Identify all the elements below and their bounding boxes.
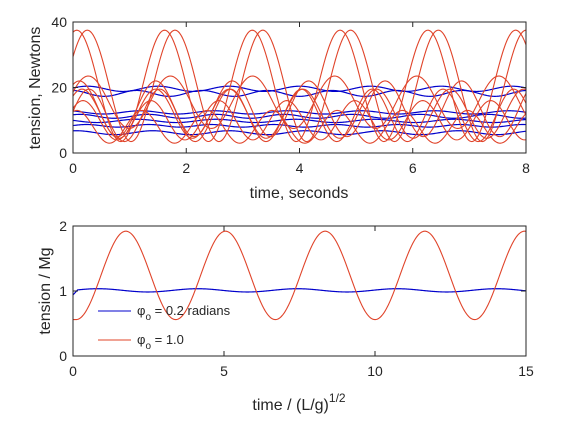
bottom-y-tick-label: 2 bbox=[59, 218, 67, 234]
top-series-blue-3 bbox=[72, 113, 527, 119]
top-ticks: 0 2 4 6 8 0 20 40 bbox=[51, 14, 530, 176]
top-series-group bbox=[72, 29, 527, 144]
top-y-tick-label: 0 bbox=[59, 145, 67, 161]
legend-red-rest: = 1.0 bbox=[151, 332, 184, 347]
top-x-label: time, seconds bbox=[250, 185, 349, 202]
top-x-tick-label: 2 bbox=[182, 160, 190, 176]
bottom-x-tick-label: 15 bbox=[518, 363, 534, 379]
bottom-y-tick-label: 0 bbox=[59, 348, 67, 364]
top-y-tick-label: 40 bbox=[51, 14, 67, 30]
legend-label-blue: φo = 0.2 radians bbox=[137, 303, 231, 323]
bottom-ticks: 0 5 10 15 0 1 2 bbox=[59, 218, 534, 379]
top-x-tick-label: 6 bbox=[409, 160, 417, 176]
legend-red-symbol: φ bbox=[137, 332, 145, 347]
bottom-x-label-main: time / (L/g) bbox=[252, 397, 328, 414]
top-series-red-14 bbox=[72, 109, 527, 144]
bottom-x-tick-label: 5 bbox=[220, 363, 228, 379]
top-series-red-11 bbox=[72, 88, 527, 139]
top-y-tick-label: 20 bbox=[51, 80, 67, 96]
top-series-red-10 bbox=[72, 80, 527, 138]
bottom-series-red-1 bbox=[72, 230, 527, 321]
top-series-red-13 bbox=[72, 100, 527, 141]
bottom-series-blue-0 bbox=[72, 288, 527, 296]
legend-red-sub: o bbox=[145, 341, 151, 352]
bottom-x-tick-label: 10 bbox=[367, 363, 383, 379]
bottom-chart: 0 5 10 15 0 1 2 time / (L/g)1/2 tension / Mg φ… bbox=[37, 218, 534, 414]
bottom-x-label: time / (L/g)1/2 bbox=[252, 391, 345, 414]
legend-label-red: φo = 1.0 bbox=[137, 332, 184, 352]
top-series-blue-4 bbox=[72, 118, 527, 124]
top-x-tick-label: 4 bbox=[296, 160, 304, 176]
top-x-tick-label: 0 bbox=[69, 160, 77, 176]
bottom-x-label-sup: 1/2 bbox=[329, 391, 346, 405]
legend: φo = 0.2 radians φo = 1.0 bbox=[98, 303, 231, 352]
bottom-series-group bbox=[72, 230, 527, 321]
bottom-y-label: tension / Mg bbox=[37, 247, 54, 334]
bottom-y-tick-label: 1 bbox=[59, 283, 67, 299]
top-series-blue-2 bbox=[72, 110, 527, 115]
top-x-tick-label: 8 bbox=[522, 160, 530, 176]
legend-blue-rest: = 0.2 radians bbox=[151, 303, 231, 318]
legend-blue-symbol: φ bbox=[137, 303, 145, 318]
top-series-red-9 bbox=[72, 75, 527, 129]
top-chart: 0 2 4 6 8 0 20 40 time, seconds tension, Newton… bbox=[27, 14, 530, 202]
top-series-blue-6 bbox=[72, 130, 527, 136]
bottom-x-tick-label: 0 bbox=[69, 363, 77, 379]
legend-blue-sub: o bbox=[145, 312, 151, 323]
top-y-label: tension, Newtons bbox=[27, 27, 44, 150]
